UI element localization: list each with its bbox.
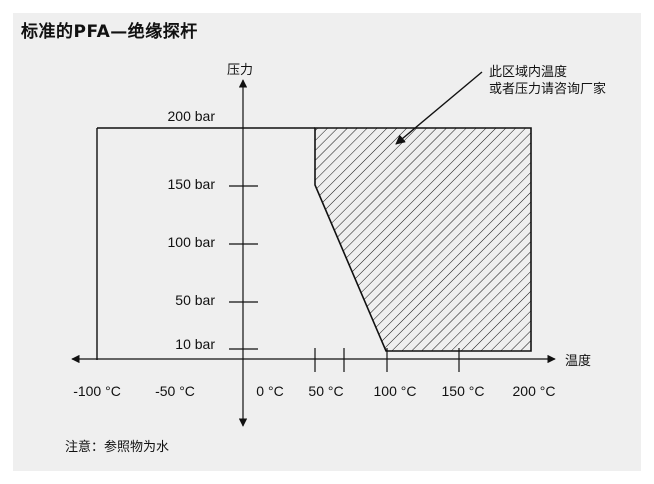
footnote: 注意：参照物为水 (65, 440, 170, 455)
y-axis-name: 压力 (227, 63, 254, 78)
x-label-150: 150 °C (441, 383, 485, 399)
diagram-panel (13, 13, 641, 471)
callout-pointer (395, 71, 483, 145)
x-label-200: 200 °C (512, 383, 556, 399)
x-label-50: 50 °C (308, 383, 344, 399)
y-label-100: 100 bar (167, 234, 215, 250)
callout-line-1: 此区域内温度 (489, 65, 568, 80)
diagram-title: 标准的PFA—绝缘探杆 (21, 22, 198, 42)
callout-line-2: 或者压力请咨询厂家 (489, 82, 607, 97)
y-label-50: 50 bar (175, 292, 215, 308)
y-label-10: 10 bar (175, 336, 215, 352)
x-label-0: 0 °C (256, 383, 284, 399)
y-label-200: 200 bar (167, 108, 215, 124)
consult-region (314, 127, 532, 352)
y-label-150: 150 bar (167, 176, 215, 192)
callout-text: 此区域内温度 或者压力请咨询厂家 (489, 64, 606, 98)
x-label-neg50: -50 °C (155, 383, 195, 399)
x-axis-name: 温度 (565, 354, 592, 369)
x-label-neg100: -100 °C (73, 383, 121, 399)
x-label-100: 100 °C (373, 383, 417, 399)
